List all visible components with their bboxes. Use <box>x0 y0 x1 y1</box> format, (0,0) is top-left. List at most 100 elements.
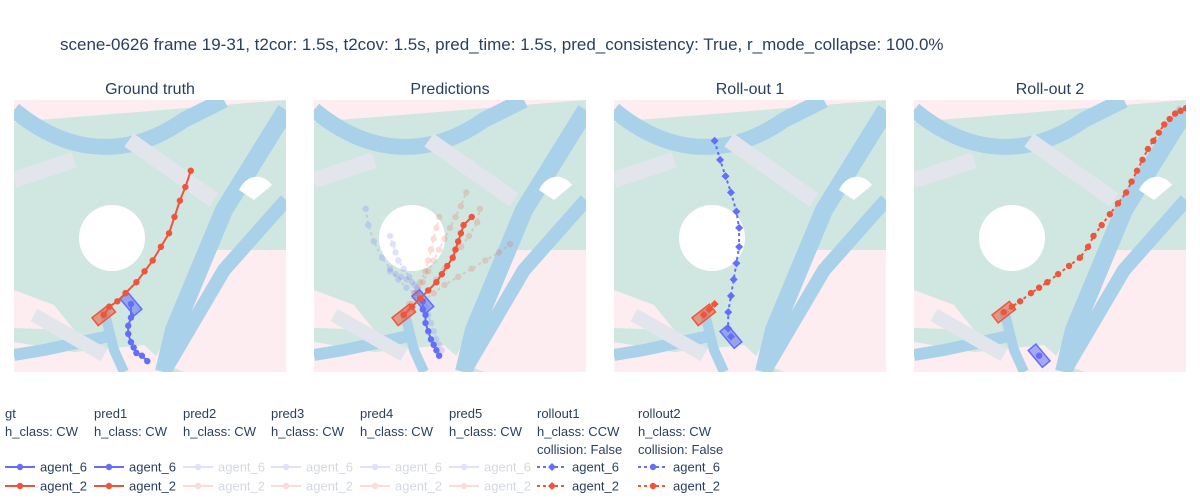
rollout2-agent_2-point <box>1000 308 1007 316</box>
legend-entry-pred5-agent_2[interactable]: agent_2 <box>449 479 531 494</box>
pred4-agent_6-point <box>392 270 399 278</box>
rollout1-agent_2-point <box>699 310 708 319</box>
rollout1-agent_2-point <box>710 300 719 308</box>
pred3-agent_2-point <box>408 300 416 308</box>
subplot-1: Ground truth <box>14 81 286 372</box>
map-roundabout-island <box>379 205 445 271</box>
pred4-agent_2-line <box>402 216 441 316</box>
legend-entry-label: agent_6 <box>40 460 87 475</box>
legend-entry-pred2-agent_2[interactable]: agent_2 <box>183 479 265 494</box>
legend-group-pred3[interactable]: pred3 h_class: CW agent_6 agent_2 <box>271 406 353 494</box>
gt-agent_2-point <box>106 303 113 310</box>
pred1-agent_2-point <box>454 238 462 245</box>
pred4-agent_6-point <box>414 284 421 291</box>
legend-entry-rollout2-agent_6[interactable]: agent_6 <box>638 460 720 475</box>
gt-agent_2-point <box>165 230 173 237</box>
rollout2-agent_2-trace <box>1000 104 1186 316</box>
figure-title: scene-0626 frame 19-31, t2cor: 1.5s, t2c… <box>60 35 944 54</box>
pred2-agent_2-point <box>408 306 416 313</box>
pred5-agent_2-point <box>474 219 481 226</box>
legend-entry-label: agent_2 <box>218 479 265 494</box>
pred3-agent_2-point <box>441 235 448 242</box>
legend-group-pred2[interactable]: pred2 h_class: CW agent_6 agent_2 <box>183 406 265 494</box>
legend-entry-pred4-agent_2[interactable]: agent_2 <box>360 479 442 494</box>
map-lane-divider <box>999 308 1029 372</box>
pred1-agent_6-point <box>422 311 429 319</box>
rollout1-agent_6-point <box>710 136 719 145</box>
gt-agent_6-point <box>127 300 135 308</box>
pred1-agent_2-point <box>452 246 459 253</box>
pred1-agent_6-point <box>422 319 429 327</box>
map-crosswalk <box>330 308 408 362</box>
legend-entry-pred3-agent_2[interactable]: agent_2 <box>271 479 353 494</box>
pred1-agent_2-trace <box>400 213 475 319</box>
legend-entry-pred2-agent_6[interactable]: agent_6 <box>183 460 265 475</box>
legend-group-pred1[interactable]: pred1 h_class: CW agent_6 agent_2 <box>94 406 176 494</box>
map-lane-divider <box>157 195 286 372</box>
legend-group-gt[interactable]: gt h_class: CW agent_6 agent_2 <box>5 406 87 494</box>
pred3-agent_2-line <box>402 192 468 316</box>
pred5-agent_6-point <box>433 336 440 343</box>
legend-entry-pred1-agent_2[interactable]: agent_2 <box>94 479 176 494</box>
rollout1-agent_2-point <box>705 305 714 314</box>
rollout2-agent_2-point <box>1098 221 1105 229</box>
pred3-agent_6-point <box>400 265 407 272</box>
gt-agent_2-point <box>187 167 194 174</box>
rollout2-agent_2-point <box>1016 298 1024 305</box>
pred1-agent_2-point <box>460 221 467 229</box>
legend-entry-rollout1-agent_2[interactable]: agent_2 <box>537 479 619 494</box>
legend-entry-gt-agent_6[interactable]: agent_6 <box>5 460 87 475</box>
map-crosswalk <box>914 152 977 188</box>
legend-entry-rollout1-agent_6[interactable]: agent_6 <box>537 460 619 475</box>
rollout1-agent_6-trace <box>710 136 744 341</box>
map-crosswalk <box>30 308 108 362</box>
legend-marker-swatch <box>548 463 556 471</box>
subplot-title: Roll-out 2 <box>1016 81 1085 98</box>
legend-entry-pred5-agent_6[interactable]: agent_6 <box>449 460 531 475</box>
legend-entry-pred3-agent_6[interactable]: agent_6 <box>271 460 353 475</box>
plot-area <box>614 100 886 372</box>
legend-marker-swatch <box>194 463 202 471</box>
rollout1-agent_6-point <box>721 172 730 181</box>
gt-agent_2-point <box>149 257 156 264</box>
legend[interactable]: gt h_class: CW agent_6 agent_2 pred1 h_class:… <box>5 406 723 494</box>
legend-marker-swatch <box>649 482 657 490</box>
legend-marker-swatch <box>194 482 202 490</box>
legend-entry-rollout2-agent_2[interactable]: agent_2 <box>638 479 720 494</box>
legend-entry-label: agent_6 <box>129 460 176 475</box>
pred2-agent_2-point <box>495 249 503 256</box>
legend-group-pred4[interactable]: pred4 h_class: CW agent_6 agent_2 <box>360 406 442 494</box>
rollout2-agent_2-point <box>1171 110 1179 117</box>
gt-agent_2-point <box>122 289 129 297</box>
map-lane-divider <box>1057 195 1186 372</box>
map-roundabout-island <box>79 205 145 271</box>
legend-entry-label: agent_6 <box>306 460 353 475</box>
gt-agent_2-point <box>141 268 148 275</box>
legend-group-title: gt <box>5 406 16 421</box>
rollout1-agent_6-point <box>724 324 733 333</box>
pred5-agent_2-point <box>449 254 456 261</box>
legend-group-pred5[interactable]: pred5 h_class: CW agent_6 agent_2 <box>449 406 531 494</box>
map-island <box>1139 176 1172 200</box>
legend-entry-pred4-agent_6[interactable]: agent_6 <box>360 460 442 475</box>
rollout2-agent_2-point <box>1008 303 1016 310</box>
legend-group-title: h_class: CW <box>183 424 257 439</box>
legend-entry-pred1-agent_6[interactable]: agent_6 <box>94 460 176 475</box>
map-crosswalk <box>724 133 819 207</box>
pred1-agent_6-point <box>435 352 443 359</box>
pred2-agent_2-trace <box>400 240 514 319</box>
pred1-agent_2-point <box>400 311 407 319</box>
pred5-agent_2-point <box>416 295 424 302</box>
legend-entry-gt-agent_2[interactable]: agent_2 <box>5 479 87 494</box>
pred4-agent_2-point <box>435 213 443 221</box>
legend-marker-swatch <box>282 463 290 471</box>
legend-group-title: h_class: CW <box>271 424 345 439</box>
rollout1-agent_6-point <box>726 332 735 341</box>
subplot-title: Roll-out 1 <box>716 81 785 98</box>
legend-group-rollout2[interactable]: rollout2 h_class: CW collision: False agent… <box>638 406 723 494</box>
legend-entry-label: agent_2 <box>129 479 176 494</box>
map-lane-divider <box>99 308 129 372</box>
legend-group-rollout1[interactable]: rollout1 h_class: CCW collision: False agen… <box>537 406 622 494</box>
pred5-agent_2-point <box>476 205 484 212</box>
